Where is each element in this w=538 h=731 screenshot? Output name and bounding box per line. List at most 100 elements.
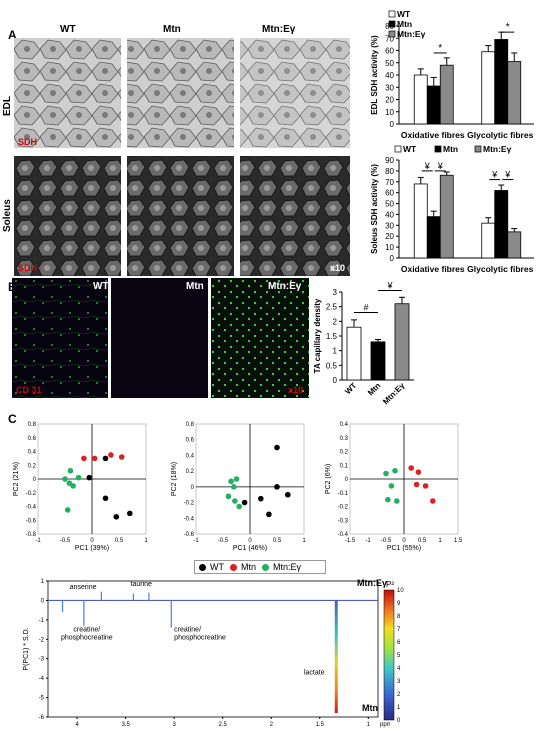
y-tick-label: -0.8 <box>26 532 37 538</box>
colorbar-tick-label: 3 <box>397 679 401 685</box>
y-tick-label: 60 <box>385 47 394 56</box>
magnification-label-b: x10 <box>288 385 304 395</box>
y-tick-label: 20 <box>385 232 394 241</box>
bar <box>481 51 496 125</box>
scatter-point <box>113 514 120 520</box>
y-tick-label: -3 <box>39 657 45 663</box>
scatter-point <box>394 498 400 504</box>
y-tick-label: 0 <box>390 120 395 129</box>
bar <box>413 74 428 125</box>
legend-label: Mtn:Eγ <box>397 29 426 39</box>
col-label-b-mtneg: Mtn:Eγ <box>268 281 302 292</box>
bar <box>426 85 441 125</box>
colorbar-tick-label: 9 <box>397 601 401 607</box>
significance-marker: ¥ <box>491 170 498 180</box>
scatter-point <box>258 495 264 502</box>
category-label: Mtn <box>366 381 382 397</box>
scatter-point <box>388 483 395 489</box>
scatter-point <box>91 455 98 462</box>
scatter-point <box>408 465 414 471</box>
y-tick-label: -0.2 <box>338 505 349 511</box>
y-tick-label: 2 <box>333 317 338 326</box>
scatter-point <box>86 474 93 481</box>
y-axis-label: PC2 (18%) <box>171 462 178 496</box>
x-tick-label: 4 <box>75 722 79 728</box>
colorbar-tick-label: 7 <box>397 627 401 633</box>
x-tick-label: -0.5 <box>218 538 229 544</box>
legend-swatch <box>394 145 402 153</box>
micrograph-cd31-wt <box>12 278 108 398</box>
y-axis-label: P(PC1) * S.D. <box>23 627 30 670</box>
y-tick-label: 80 <box>385 167 394 176</box>
legend-label-mtn: Mtn <box>241 562 257 572</box>
scatter-point <box>415 469 422 475</box>
y-tick-label: -0.2 <box>26 491 37 497</box>
y-tick-label: 2.5 <box>326 303 338 312</box>
legend-label-mtneg: Mtn:Eγ <box>273 562 302 572</box>
stain-label-edl: SDH <box>18 137 38 147</box>
y-tick-label: 40 <box>385 71 394 80</box>
stain-label-cd31: CD 31 <box>16 385 42 395</box>
y-tick-label: 20 <box>385 96 394 105</box>
chart-edl-sdh: 01020304050607080EDL SDH activity (%)Oxi… <box>370 9 534 140</box>
y-tick-label: -0.4 <box>26 505 37 511</box>
category-label: Glycolytic fibres <box>467 264 533 274</box>
p2-colorbar: P² 0 1 2 3 4 5 6 7 8 9 10 <box>383 580 404 724</box>
legend-dot-mtneg <box>262 563 270 571</box>
colorbar-tick-label: 6 <box>397 640 401 646</box>
x-tick-label: 1 <box>144 538 148 544</box>
colorbar-tick-label: 8 <box>397 614 401 620</box>
bar <box>494 190 509 259</box>
pca-legend: WT Mtn Mtn:Eγ <box>194 560 326 574</box>
colorbar-tick-label: 0 <box>397 718 401 724</box>
legend-swatch <box>388 20 396 28</box>
significance-marker: * <box>506 22 510 33</box>
x-tick-label: -1.5 <box>345 538 356 544</box>
colorbar-tick-label: 5 <box>397 653 401 659</box>
micrograph-cd31-mtn <box>111 278 208 398</box>
scatter-point <box>266 511 272 518</box>
bar <box>346 326 362 381</box>
x-tick-label: 3 <box>173 722 177 728</box>
y-tick-label: 0 <box>191 485 195 491</box>
y-tick-label: 10 <box>385 108 394 117</box>
scatter-point <box>430 498 436 504</box>
x-tick-label: 1.5 <box>454 538 462 544</box>
scatter-point <box>228 478 234 485</box>
scatter-point <box>385 496 391 503</box>
legend-swatch <box>474 145 482 153</box>
x-tick-label: 2 <box>270 722 274 728</box>
panel-letter-c: C <box>8 412 17 426</box>
peak-annotation: creatine/ <box>73 627 100 634</box>
y-axis-label: EDL SDH activity (%) <box>370 35 379 115</box>
x-tick-label: 3.5 <box>121 722 130 728</box>
bar <box>507 231 522 259</box>
micrographs-cd31 <box>12 278 309 398</box>
col-label-b-wt: WT <box>93 281 109 292</box>
y-tick-label: -0.3 <box>338 518 349 524</box>
peak-annotation: anserine <box>70 584 97 591</box>
x-tick-label: -0.5 <box>60 538 71 544</box>
y-tick-label: -0.6 <box>26 518 37 524</box>
colorbar-tick-label: 4 <box>397 666 401 672</box>
chart-ta-capillary: 0 0.5 1 1.5 2 2.5 3 TA capillary density WT MtnMt… <box>313 281 414 406</box>
bar <box>394 303 410 381</box>
y-tick-label: 0.4 <box>340 422 349 428</box>
scatter-point <box>67 467 74 474</box>
col-label-mtn: Mtn <box>163 24 181 35</box>
legend-swatch <box>434 145 442 153</box>
y-tick-label: -0.4 <box>184 516 195 522</box>
category-label: WT <box>343 381 358 396</box>
x-tick-label: 0 <box>90 538 94 544</box>
micrographs-sdh <box>14 38 350 276</box>
y-tick-label: 0.2 <box>340 450 349 456</box>
y-axis-label: Soleus SDH activity (%) <box>370 164 379 254</box>
y-axis-label: PC2 (21%) <box>13 462 20 496</box>
significance-marker: ¥ <box>386 281 393 291</box>
y-tick-label: -1 <box>39 618 45 624</box>
y-tick-label: -0.2 <box>184 501 195 507</box>
micrograph-edl-mtneg <box>240 38 350 148</box>
legend-label: WT <box>403 144 417 154</box>
colorbar-title: P² <box>386 580 394 589</box>
